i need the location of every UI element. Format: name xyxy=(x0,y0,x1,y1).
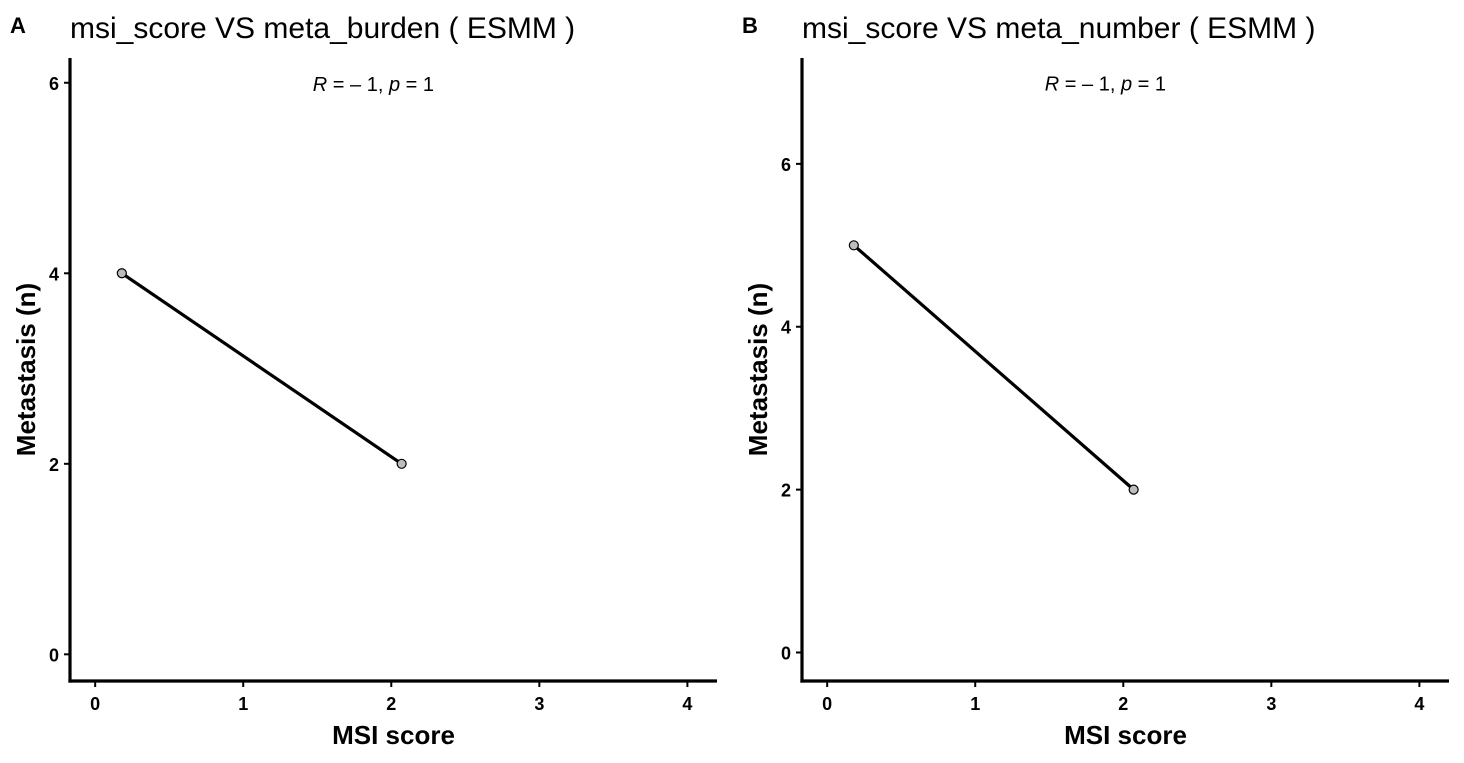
panel-label-a: A xyxy=(10,13,26,38)
x-tick-label: 0 xyxy=(90,694,100,714)
x-tick-label: 1 xyxy=(970,694,980,714)
y-tick-label: 2 xyxy=(781,481,791,501)
regression-line xyxy=(120,271,403,466)
y-tick-label: 6 xyxy=(49,74,59,94)
x-tick-label: 2 xyxy=(1118,694,1128,714)
x-tick-label: 3 xyxy=(534,694,544,714)
data-point xyxy=(396,458,407,469)
x-tick-label: 0 xyxy=(822,694,832,714)
data-point xyxy=(116,268,127,279)
chart-b-svg: B msi_score VS meta_number ( ESMM ) 0 1 2 3… xyxy=(742,12,1449,750)
x-tick-label: 3 xyxy=(1266,694,1276,714)
y-axis-title: Metastasis (n) xyxy=(743,283,773,456)
correlation-annotation: R = – 1, p = 1 xyxy=(1045,73,1166,95)
annotation-symbol: p xyxy=(388,74,400,96)
annotation-value: = 1 xyxy=(1132,73,1166,95)
panel-label-b: B xyxy=(742,13,758,38)
chart-panel-a: A msi_score VS meta_burden ( ESMM ) 0 1 2 3… xyxy=(10,12,717,750)
x-tick-label: 1 xyxy=(238,694,248,714)
annotation-symbol: p xyxy=(1120,73,1132,95)
data-point xyxy=(1128,484,1139,495)
y-tick-label: 4 xyxy=(49,264,59,284)
y-tick-label: 2 xyxy=(49,455,59,475)
annotation-value: = – 1, xyxy=(327,74,389,96)
annotation-value: = – 1, xyxy=(1059,73,1121,95)
y-tick-label: 6 xyxy=(781,155,791,175)
data-point xyxy=(848,240,859,251)
plot-area-b: 0 1 2 3 4 0 2 4 6 MSI score Metastasis (n) R = – 1,… xyxy=(743,58,1449,750)
x-axis-title: MSI score xyxy=(1064,720,1187,750)
x-tick-label: 2 xyxy=(386,694,396,714)
x-tick-label: 4 xyxy=(1414,694,1424,714)
y-tick-label: 0 xyxy=(781,643,791,663)
annotation-symbol: R xyxy=(313,74,327,96)
correlation-annotation: R = – 1, p = 1 xyxy=(313,74,434,96)
annotation-value: = 1 xyxy=(400,74,434,96)
y-tick-label: 4 xyxy=(781,318,791,338)
x-axis-title: MSI score xyxy=(332,720,455,750)
chart-a-svg: A msi_score VS meta_burden ( ESMM ) 0 1 2 3… xyxy=(10,12,717,750)
y-tick-label: 0 xyxy=(49,645,59,665)
plot-area-a: 0 1 2 3 4 0 2 4 6 MSI score Metastasis (n) R = – 1,… xyxy=(11,58,717,750)
chart-title-a: msi_score VS meta_burden ( ESMM ) xyxy=(70,12,575,45)
y-axis-title: Metastasis (n) xyxy=(11,283,41,456)
x-tick-label: 4 xyxy=(682,694,692,714)
regression-line xyxy=(852,244,1135,491)
chart-title-b: msi_score VS meta_number ( ESMM ) xyxy=(802,12,1315,45)
annotation-symbol: R xyxy=(1045,73,1059,95)
chart-panel-b: B msi_score VS meta_number ( ESMM ) 0 1 2 3… xyxy=(732,0,1464,763)
